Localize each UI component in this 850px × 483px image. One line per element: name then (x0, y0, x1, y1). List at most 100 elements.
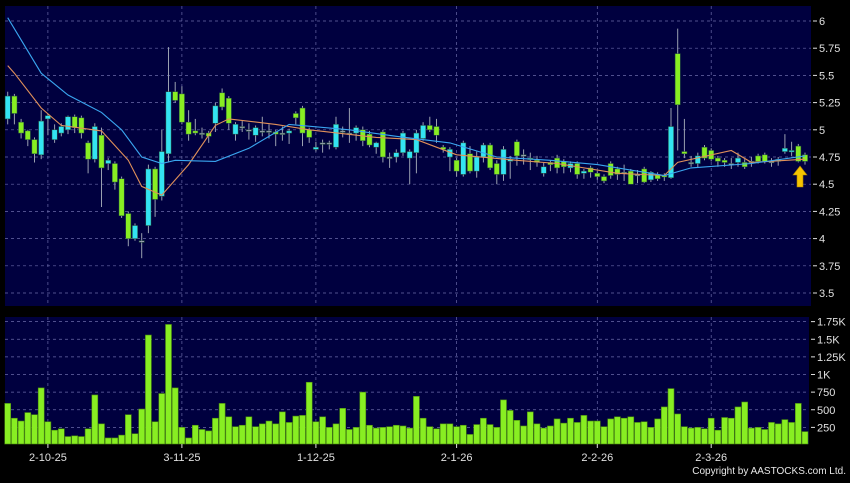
volume-bar (198, 429, 206, 445)
candle-body (78, 117, 85, 134)
candle (165, 47, 172, 163)
candle-body (326, 142, 333, 145)
volume-bar (84, 428, 92, 445)
volume-tick-label: 1.75K (817, 317, 846, 329)
candle (91, 123, 98, 163)
volume-bar (44, 421, 52, 445)
candle-body (212, 105, 219, 124)
candle-body (306, 129, 313, 138)
candle (172, 81, 179, 103)
volume-bar (151, 421, 159, 445)
candle-body (648, 171, 654, 181)
volume-bar (781, 419, 789, 445)
volume-bar (674, 413, 682, 445)
volume-bar (158, 393, 166, 445)
candle-body (467, 153, 473, 172)
candle (225, 96, 232, 130)
volume-bar (366, 424, 373, 445)
volume-bar (614, 416, 621, 445)
candle-body (681, 151, 688, 154)
volume-bar (500, 399, 507, 445)
candle-body (487, 144, 493, 169)
date-tick-label: 1-12-25 (297, 452, 335, 464)
volume-bar (553, 418, 561, 445)
candle-body (802, 154, 808, 162)
candle-body (366, 133, 373, 146)
candle (694, 152, 701, 168)
volume-bar (245, 416, 253, 445)
candle (4, 91, 11, 125)
candle (406, 149, 413, 185)
moving-average-lines (7, 17, 806, 196)
latest-marker (792, 165, 808, 188)
candle-body (735, 157, 741, 163)
volume-bar (748, 427, 755, 445)
volume-bar (734, 406, 742, 445)
candle (467, 146, 473, 174)
volume-bar (768, 422, 775, 445)
volume-bar (399, 425, 407, 445)
candle-body (795, 145, 802, 162)
candle-body (601, 176, 607, 182)
candle (292, 111, 299, 125)
volume-bar (4, 403, 11, 445)
date-tick-label: 2-2-26 (581, 452, 613, 464)
moving-average-long (7, 17, 806, 177)
candle (688, 155, 694, 167)
volume-axis: 250 500 750 1K 1.25K 1.5K 1.75K (811, 317, 846, 434)
candle (788, 141, 795, 156)
volume-bar (426, 426, 434, 445)
candle-body (668, 126, 674, 178)
volume-bar (118, 434, 125, 445)
candle (286, 128, 292, 144)
volume-tick-label: 250 (817, 422, 835, 434)
candle (420, 122, 426, 141)
candle (18, 118, 24, 139)
price-tick-label: 5.25 (819, 98, 840, 110)
candle-body (701, 146, 708, 159)
volume-bar (258, 423, 266, 445)
volume-bar (654, 418, 661, 445)
candle (627, 168, 634, 185)
candle-body (24, 130, 31, 140)
volume-bar (218, 403, 226, 445)
candle (453, 158, 460, 177)
date-axis: 2-10-25 3-11-25 1-12-25 2-1-26 2-2-26 2-3-26 (29, 444, 727, 464)
volume-bar (265, 420, 273, 445)
candle-body (574, 163, 581, 175)
candle (51, 124, 58, 143)
volume-bar (607, 418, 615, 445)
candle (45, 113, 51, 136)
candle (259, 116, 266, 137)
candle-body (460, 142, 467, 175)
candle-body (185, 121, 192, 135)
volume-bar (185, 437, 192, 445)
volume-bar (513, 420, 521, 445)
volume-bar (687, 427, 695, 445)
candle (540, 162, 547, 177)
candle-body (138, 240, 145, 243)
volume-bar (446, 423, 454, 445)
candle-body (112, 163, 118, 183)
volume-bar (640, 421, 648, 445)
volume-bar (580, 415, 588, 445)
candle-body (286, 130, 292, 134)
volume-bar (238, 424, 246, 445)
volume-tick-label: 750 (817, 387, 835, 399)
candle (319, 139, 326, 153)
volume-bar (131, 433, 139, 445)
candle-body (339, 130, 346, 133)
volume-bar (681, 426, 688, 445)
volume-bar (346, 429, 353, 445)
volume-bar (359, 391, 367, 445)
candle (607, 161, 614, 179)
candle-body (393, 152, 400, 158)
candle-body (292, 113, 299, 119)
volume-bar (51, 429, 58, 445)
volume-bar (24, 412, 32, 445)
volume-bar (520, 425, 527, 445)
candle (158, 129, 165, 201)
volume-bar (741, 401, 749, 445)
candle-body (674, 53, 681, 106)
